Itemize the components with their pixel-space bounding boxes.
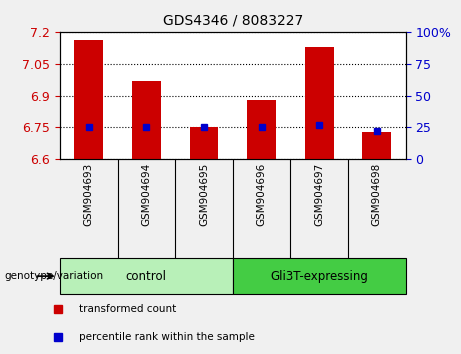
Bar: [305, 47, 334, 159]
Bar: [60, 258, 233, 294]
Text: genotype/variation: genotype/variation: [5, 271, 104, 281]
Text: transformed count: transformed count: [78, 304, 176, 314]
Text: GSM904695: GSM904695: [199, 162, 209, 225]
Text: control: control: [126, 270, 167, 282]
Bar: [247, 100, 276, 159]
Text: GSM904694: GSM904694: [142, 162, 151, 225]
Bar: [74, 40, 103, 159]
Text: GSM904697: GSM904697: [314, 162, 324, 225]
Bar: [233, 258, 406, 294]
Bar: [189, 127, 219, 159]
Text: GSM904696: GSM904696: [257, 162, 266, 225]
Text: Gli3T-expressing: Gli3T-expressing: [270, 270, 368, 282]
Title: GDS4346 / 8083227: GDS4346 / 8083227: [163, 14, 303, 28]
Text: percentile rank within the sample: percentile rank within the sample: [78, 332, 254, 342]
Bar: [132, 81, 161, 159]
Text: GSM904693: GSM904693: [84, 162, 94, 225]
Text: GSM904698: GSM904698: [372, 162, 382, 225]
Bar: [362, 132, 391, 159]
